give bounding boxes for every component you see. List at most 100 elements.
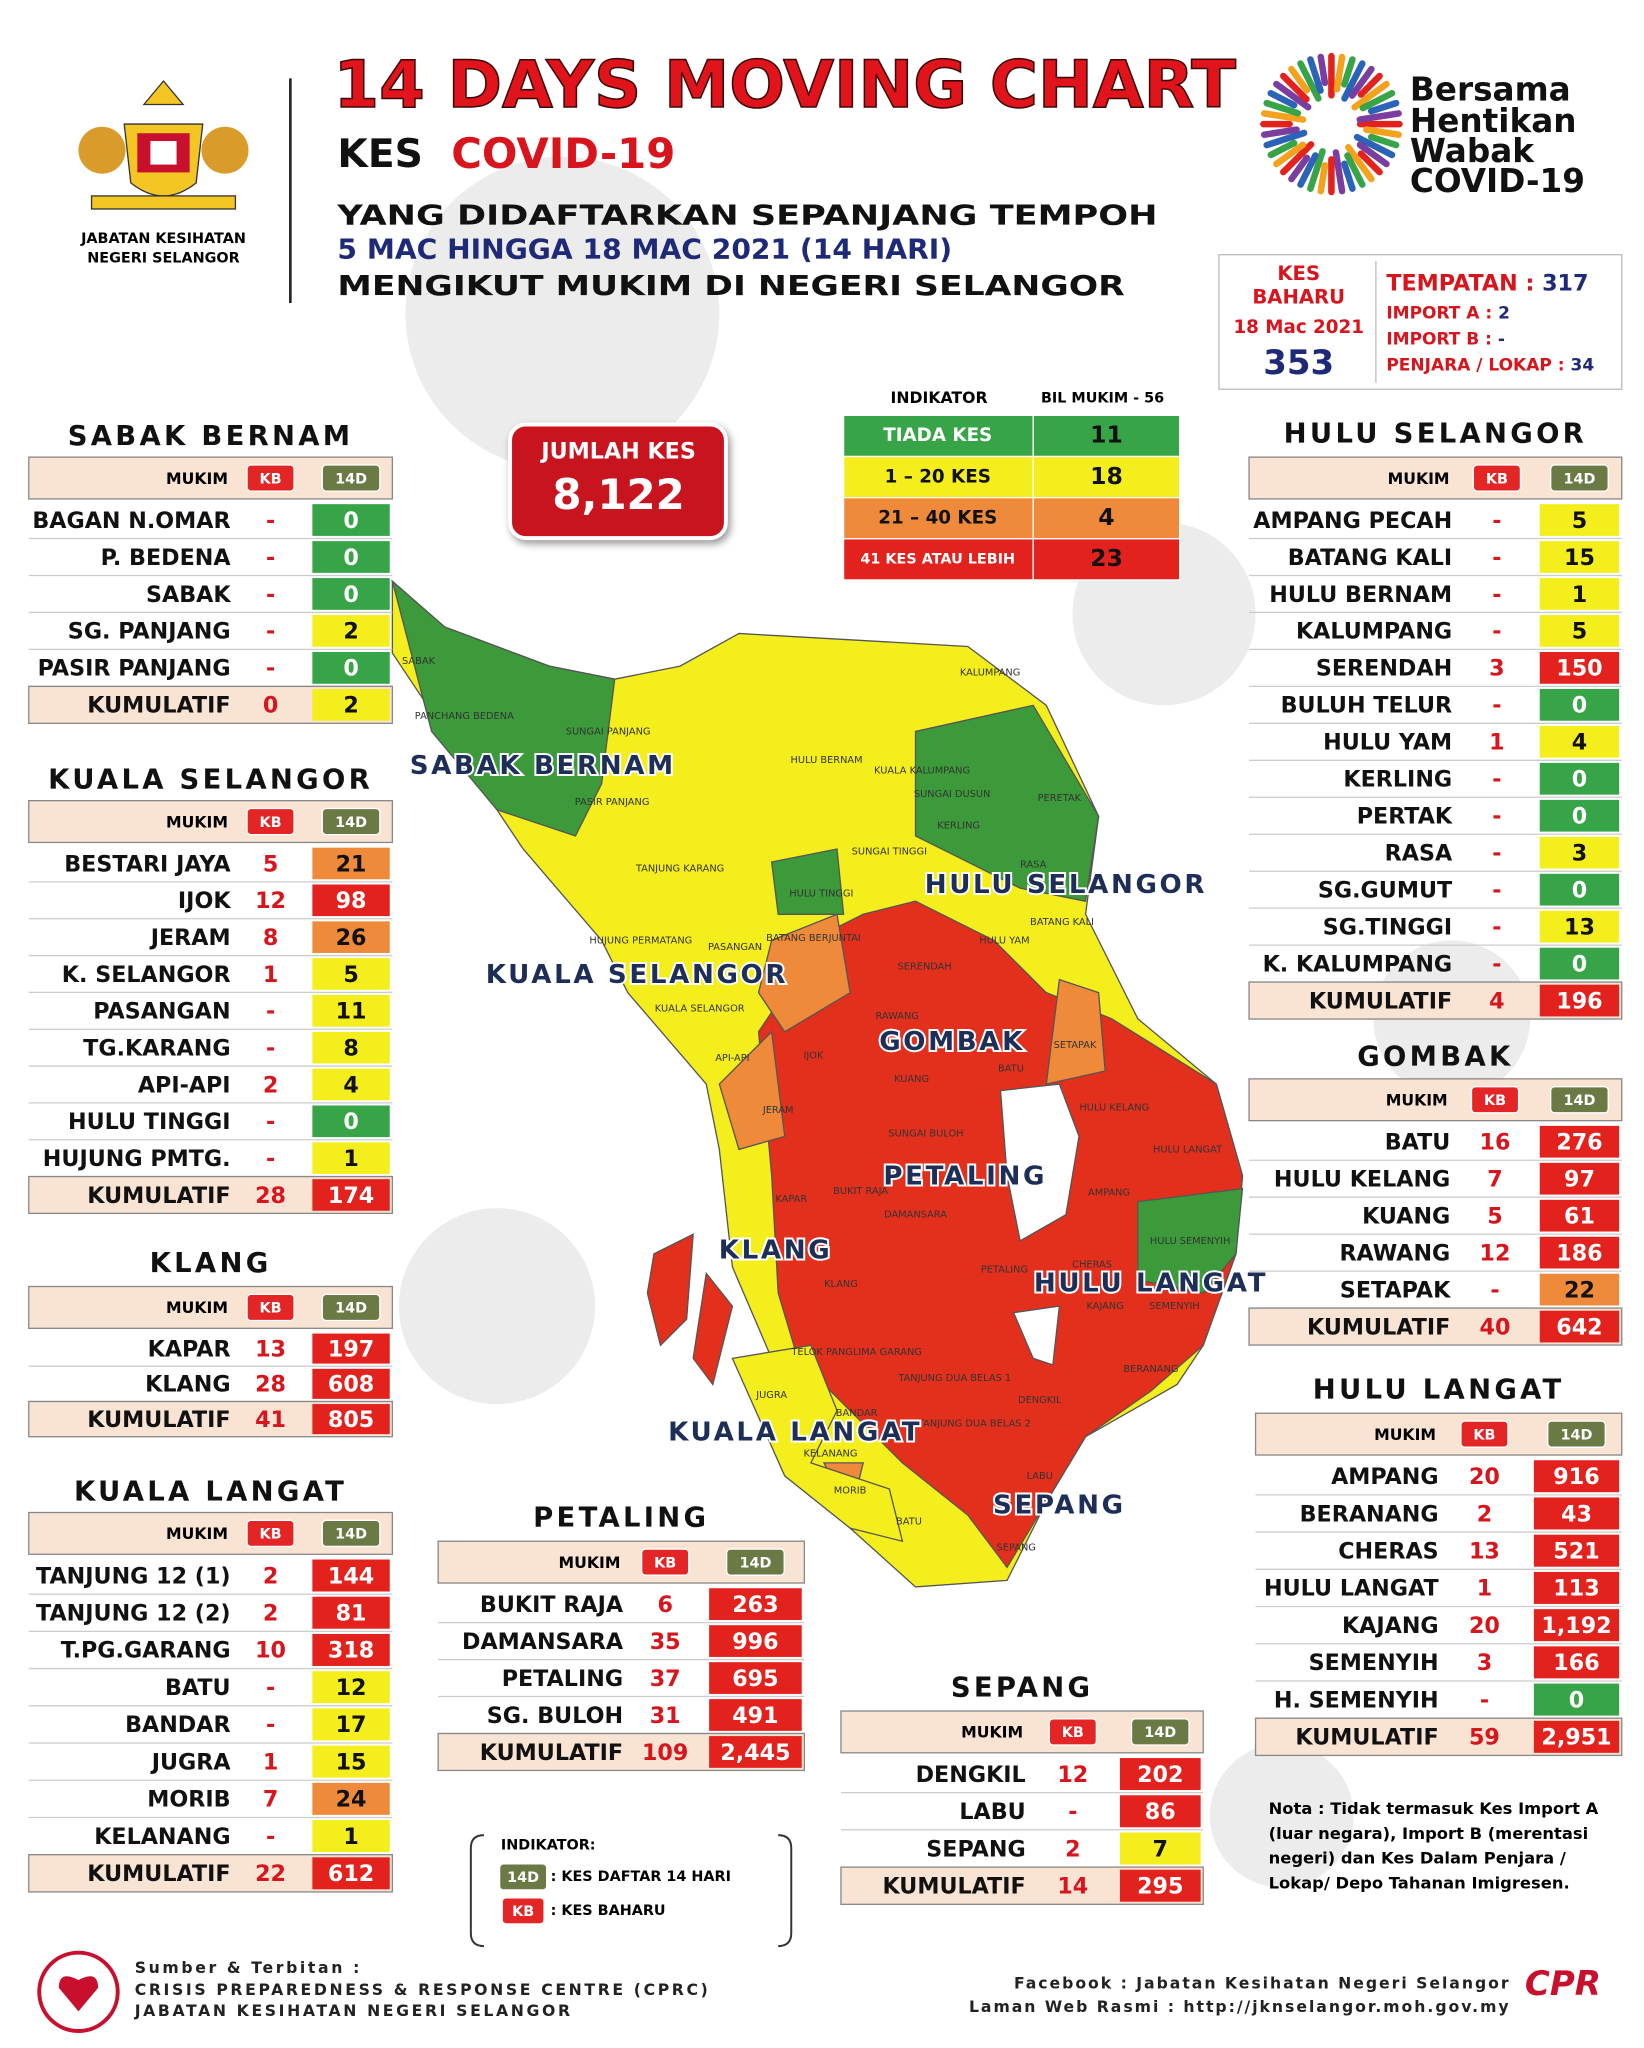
campaign-ray <box>1356 110 1402 123</box>
d14-value: 521 <box>1553 1539 1599 1565</box>
d14-value: 0 <box>343 1109 358 1135</box>
indicator-count: 18 <box>1090 462 1123 490</box>
d14-value: 2 <box>343 619 358 645</box>
d14-cell <box>312 1820 390 1853</box>
mukim-label: HUJUNG PERMATANG <box>589 935 692 946</box>
breakdown-label: TEMPATAN : <box>1386 270 1534 296</box>
note: Nota : Tidak termasuk Kes Import A (luar… <box>1269 1798 1604 1891</box>
d14-cell <box>312 1745 390 1778</box>
d14-value: 0 <box>1572 877 1587 903</box>
mukim-name: IJOK <box>178 888 231 914</box>
kb-value: - <box>1068 1799 1077 1825</box>
kb-value: 7 <box>263 1787 278 1813</box>
total-label: KUMULATIF <box>87 1861 230 1887</box>
d14-value: 98 <box>336 888 367 914</box>
d14-cell <box>1539 1199 1620 1232</box>
d14-value: 81 <box>336 1601 367 1627</box>
indicator-label: 21 – 40 KES <box>878 508 997 529</box>
d14-value: 4 <box>343 1072 358 1098</box>
d14-cell <box>312 1596 390 1629</box>
mukim-name: BUKIT RAJA <box>480 1592 624 1618</box>
mukim-name: TG.KARANG <box>83 1035 230 1061</box>
mukim-label: PERETAK <box>1038 793 1082 804</box>
mukim-name: BATU <box>1385 1130 1451 1156</box>
kb-value: - <box>266 508 275 534</box>
mukim-label: TANJUNG DUA BELAS 2 <box>917 1419 1031 1430</box>
mukim-name: KAJANG <box>1342 1613 1439 1639</box>
mukim-label: RASA <box>1020 860 1047 871</box>
district-table: SABAK BERNAM MUKIM KB 14D BAGAN N.OMAR - 0 P. B… <box>28 421 394 724</box>
kb-value: 35 <box>650 1629 681 1655</box>
kb-value: 12 <box>1057 1762 1088 1788</box>
total-label: KUMULATIF <box>87 693 230 719</box>
breakdown-label: IMPORT A : <box>1386 303 1492 323</box>
d14-cell <box>312 1782 390 1815</box>
d14-cell <box>1539 1310 1620 1343</box>
district-label: SABAK BERNAM <box>410 751 676 781</box>
campaign-ray <box>1351 80 1390 111</box>
d14-cell <box>312 1857 390 1890</box>
kb-value: 13 <box>1469 1539 1500 1565</box>
d14-value: 3 <box>1572 841 1587 867</box>
d14-value: 166 <box>1553 1650 1599 1676</box>
indicator-count: 23 <box>1090 544 1123 572</box>
campaign-ray <box>1260 126 1300 138</box>
d14-cell <box>1119 1869 1201 1902</box>
district-label: KUALA LANGAT <box>668 1417 922 1447</box>
d14-value: 202 <box>1137 1762 1183 1788</box>
kb-value: 2 <box>263 1601 278 1627</box>
district-title: HULU LANGAT <box>1313 1375 1565 1406</box>
total-box <box>508 422 728 541</box>
mukim-label: SETAPAK <box>1054 1040 1097 1051</box>
d14-cell <box>312 1708 390 1741</box>
indicator-header: BIL MUKIM - 56 <box>1041 390 1164 406</box>
d14-value: 1,192 <box>1541 1613 1611 1639</box>
d14-cell <box>312 1559 390 1592</box>
indicator-cell <box>1032 496 1181 540</box>
badge-text: 14D <box>739 1555 771 1571</box>
campaign-ray <box>1341 160 1356 192</box>
mukim-label: CHERAS <box>1072 1259 1112 1270</box>
d14-value: 8 <box>343 1035 358 1061</box>
breakdown-label: IMPORT B : <box>1386 330 1492 350</box>
d14-cell <box>312 541 390 573</box>
kb-value: 22 <box>255 1861 286 1887</box>
mukim-name: JERAM <box>149 925 231 951</box>
d14-cell <box>1119 1795 1201 1828</box>
district-label: SEPANG <box>993 1490 1126 1520</box>
badge <box>246 807 295 836</box>
header-mukim: MUKIM <box>559 1553 621 1572</box>
district-label: PETALING <box>883 1161 1047 1191</box>
svg-text:CPR: CPR <box>1525 1964 1601 2004</box>
header-mukim: MUKIM <box>166 1298 228 1317</box>
mukim-name: SG.GUMUT <box>1318 877 1453 903</box>
indicator-count: 11 <box>1090 421 1123 449</box>
d14-cell <box>1539 1236 1620 1269</box>
d14-value: 174 <box>328 1183 374 1209</box>
d14-value: 113 <box>1553 1576 1599 1602</box>
header-mukim: MUKIM <box>1374 1425 1436 1444</box>
kb-value: 1 <box>263 1749 278 1775</box>
mukim-label: SUNGAI DUSUN <box>914 789 991 800</box>
d14-cell <box>312 921 390 953</box>
table-header <box>1248 1078 1623 1122</box>
d14-cell <box>312 995 390 1027</box>
mukim-name: KALUMPANG <box>1296 619 1452 645</box>
mukim-name: HULU LANGAT <box>1264 1576 1439 1602</box>
indicator-label: TIADA KES <box>883 425 992 446</box>
kb-value: 3 <box>1489 656 1504 682</box>
kb-value: - <box>266 1109 275 1135</box>
d14-cell <box>312 615 390 647</box>
mukim-name: DAMANSARA <box>462 1629 624 1655</box>
subtitle-prefix: KES <box>337 132 422 177</box>
district-table: PETALING MUKIM KB 14D BUKIT RAJA 6 263 DAMANSAR… <box>437 1503 805 1772</box>
d14-cell <box>312 1404 390 1435</box>
campaign-ray <box>1288 154 1311 183</box>
d14-cell <box>1533 1534 1620 1567</box>
kb-value: 20 <box>1469 1464 1500 1490</box>
mukim-name: SG. BULOH <box>487 1703 623 1729</box>
d14-cell <box>312 1333 390 1364</box>
mukim-label: KALUMPANG <box>960 668 1020 679</box>
mukim-name: BERANANG <box>1300 1501 1439 1527</box>
